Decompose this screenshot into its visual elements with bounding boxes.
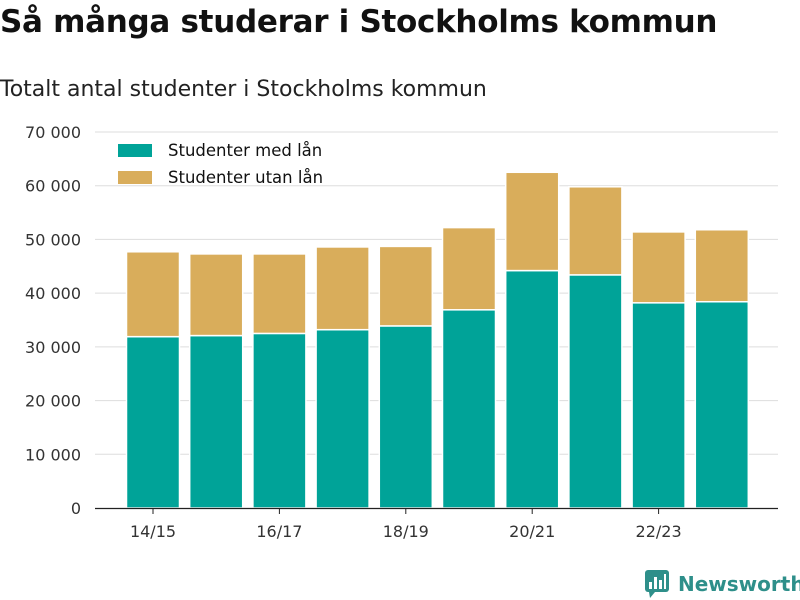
x-tick-label: 20/21 [509, 522, 555, 541]
bar-segment-with-loan [569, 275, 622, 508]
bar-segment-without-loan [253, 254, 306, 333]
y-tick-label: 50 000 [25, 230, 81, 249]
legend-swatch [118, 171, 152, 184]
bar-segment-without-loan [190, 254, 243, 336]
x-tick-label: 14/15 [130, 522, 176, 541]
bar-segment-with-loan [379, 326, 432, 508]
bar-segment-with-loan [190, 336, 243, 508]
bar-segment-with-loan [127, 337, 180, 508]
y-tick-label: 60 000 [25, 177, 81, 196]
bar-segment-without-loan [569, 187, 622, 275]
y-tick-label: 10 000 [25, 445, 81, 464]
bar-segment-with-loan [316, 330, 369, 508]
bar-segment-without-loan [379, 246, 432, 325]
bar-segment-with-loan [253, 333, 306, 508]
x-tick-label: 22/23 [636, 522, 682, 541]
brand: Newsworthy [644, 569, 800, 599]
y-tick-label: 40 000 [25, 284, 81, 303]
bar-segment-without-loan [316, 247, 369, 330]
bar-segment-with-loan [632, 303, 685, 508]
bar-segment-without-loan [127, 252, 180, 337]
bar-segment-without-loan [506, 172, 559, 270]
x-tick-label: 16/17 [256, 522, 302, 541]
y-tick-label: 20 000 [25, 392, 81, 411]
legend-label: Studenter utan lån [168, 168, 323, 187]
x-tick-label: 18/19 [383, 522, 429, 541]
bar-segment-without-loan [443, 228, 496, 310]
y-tick-label: 30 000 [25, 338, 81, 357]
bar-segment-with-loan [506, 271, 559, 508]
legend-swatch [118, 144, 152, 157]
bar-segment-without-loan [632, 232, 685, 303]
bar-segment-with-loan [695, 302, 748, 508]
legend-label: Studenter med lån [168, 141, 322, 160]
bar-segment-with-loan [443, 310, 496, 508]
y-tick-label: 0 [71, 499, 81, 518]
newsworthy-logo-icon [644, 569, 670, 599]
bar-segment-without-loan [695, 230, 748, 302]
brand-name: Newsworthy [678, 572, 800, 596]
y-tick-label: 70 000 [25, 123, 81, 142]
